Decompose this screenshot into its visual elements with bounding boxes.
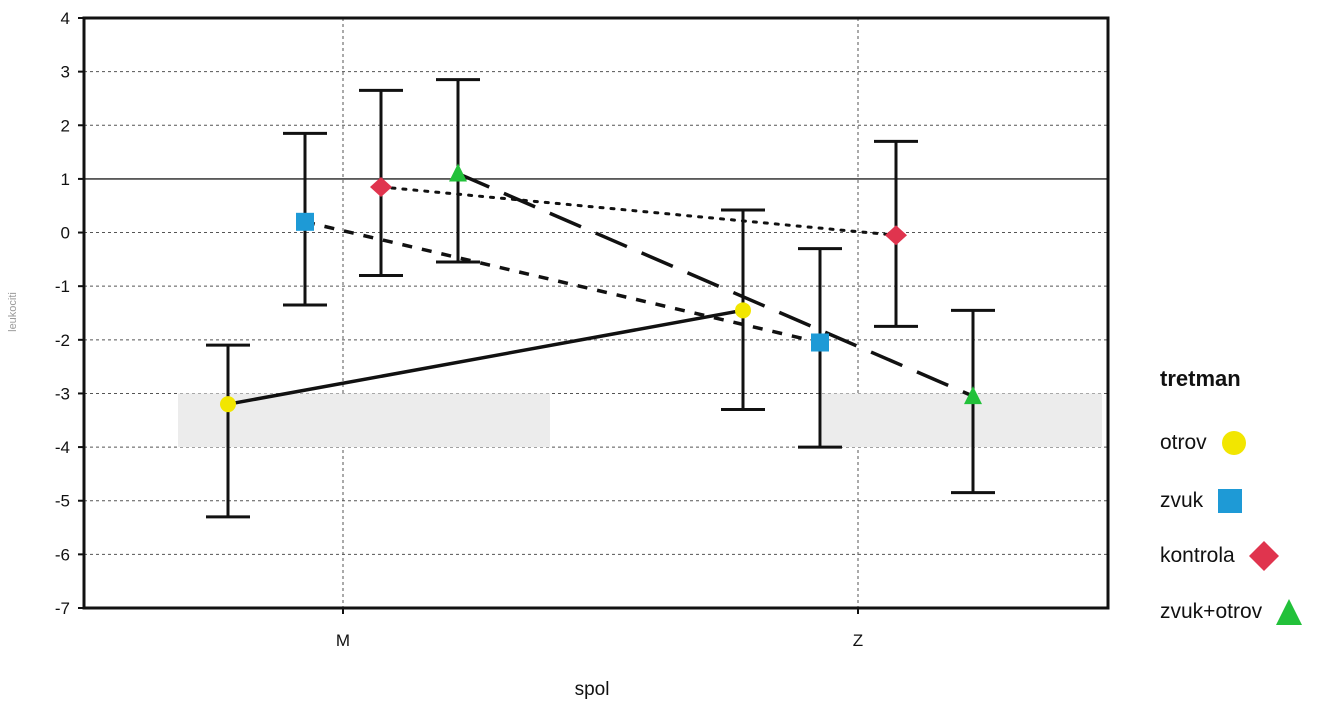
x-axis-title: spol [575,679,610,700]
series-lines [227,171,974,406]
series-line [304,220,821,345]
y-axis-title: leukociti [7,292,19,332]
legend-square-icon [1218,489,1243,513]
legend-label-otrov: otrov [1160,431,1207,454]
legend-label-zvuk-otrov: zvuk+otrov [1160,600,1263,623]
marker-point [885,225,907,246]
legend-item-zvuk: zvuk [1160,486,1245,516]
legend-triangle-icon [1276,599,1303,625]
series-line [379,185,898,237]
marker-point [449,163,467,182]
plot-border [82,16,1110,610]
x-tick-label: M [336,631,350,650]
y-tick-label: 3 [61,63,70,82]
grid-lines [84,17,1108,609]
marker-point [296,212,314,231]
marker-point [964,386,982,405]
gray-band [822,393,1102,448]
marker-point [220,396,236,413]
y-tick-label: -7 [55,599,70,618]
y-tick-label: -1 [55,277,70,296]
y-tick-label: -6 [55,545,70,564]
marker-point [735,302,751,319]
plot-frame [82,16,1110,610]
highlight-bands [178,393,1102,448]
y-axis-ticks: 4 3 2 1 0 -1 -2 -3 -4 -5 -6 -7 [55,9,84,618]
x-tick-label: Z [853,631,863,650]
y-tick-label: -5 [55,492,70,511]
series-line [227,308,744,406]
legend-item-otrov: otrov [1160,428,1249,458]
legend-item-kontrola: kontrola [1160,539,1281,573]
y-tick-label: 4 [61,9,70,28]
y-tick-label: 0 [61,224,70,243]
y-tick-label: -4 [55,438,70,457]
legend-label-zvuk: zvuk [1160,489,1204,512]
y-tick-label: 2 [61,116,70,135]
marker-point [370,176,392,197]
legend-circle-icon [1221,431,1246,455]
legend-label-kontrola: kontrola [1160,544,1235,567]
y-tick-label: -3 [55,384,70,403]
y-tick-label: 1 [61,170,70,189]
series-line [457,171,974,398]
legend-diamond-icon [1248,541,1279,571]
marker-point [811,333,829,352]
error-bars [206,78,995,519]
legend-title: tretman [1160,366,1241,391]
series-markers [220,163,982,413]
legend-item-zvuk-otrov: zvuk+otrov [1160,597,1304,627]
y-tick-label: -2 [55,331,70,350]
